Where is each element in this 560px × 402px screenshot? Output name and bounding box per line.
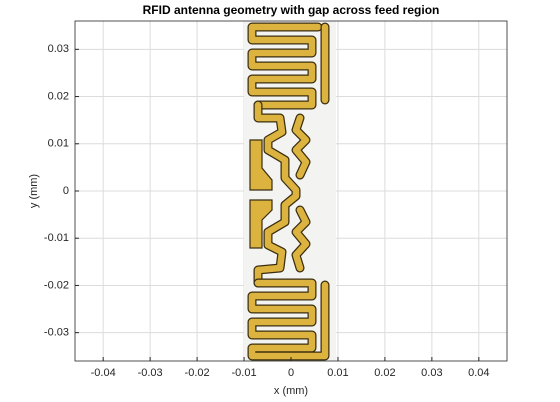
y-tick-label: 0.01 (48, 138, 69, 150)
ticks: -0.04 -0.03 -0.02 -0.01 0 0.01 0.02 0.03 0.04 -0.… (44, 43, 490, 379)
x-tick-label: 0.01 (327, 367, 348, 379)
pad-lower (249, 199, 273, 249)
y-tick-label: -0.02 (44, 279, 69, 291)
y-tick-label: 0.02 (48, 90, 69, 102)
axes-box (74, 20, 508, 362)
chart-title: RFID antenna geometry with gap across fe… (143, 3, 440, 17)
meander-bottom-fill (248, 279, 329, 360)
feed-loop-right-fill (292, 114, 310, 272)
antenna (247, 22, 330, 361)
x-tick-label: -0.02 (185, 367, 210, 379)
y-tick-label: 0.03 (48, 43, 69, 55)
y-tick-label: 0 (63, 185, 69, 197)
x-tick-label: 0.02 (374, 367, 395, 379)
y-axis-label: y (mm) (28, 174, 40, 208)
y-tick-label: -0.01 (44, 232, 69, 244)
x-tick-label: 0.03 (421, 367, 442, 379)
x-axis-label: x (mm) (274, 385, 308, 397)
pad-upper (249, 139, 273, 191)
x-tick-label: -0.04 (91, 367, 116, 379)
feed-loop-left-fill (254, 101, 300, 287)
y-tick-label: -0.03 (44, 327, 69, 339)
x-tick-label: 0 (288, 367, 294, 379)
x-tick-label: 0.04 (468, 367, 489, 379)
x-tick-label: -0.01 (232, 367, 257, 379)
meander-top-fill (248, 23, 322, 109)
x-tick-label: -0.03 (138, 367, 163, 379)
